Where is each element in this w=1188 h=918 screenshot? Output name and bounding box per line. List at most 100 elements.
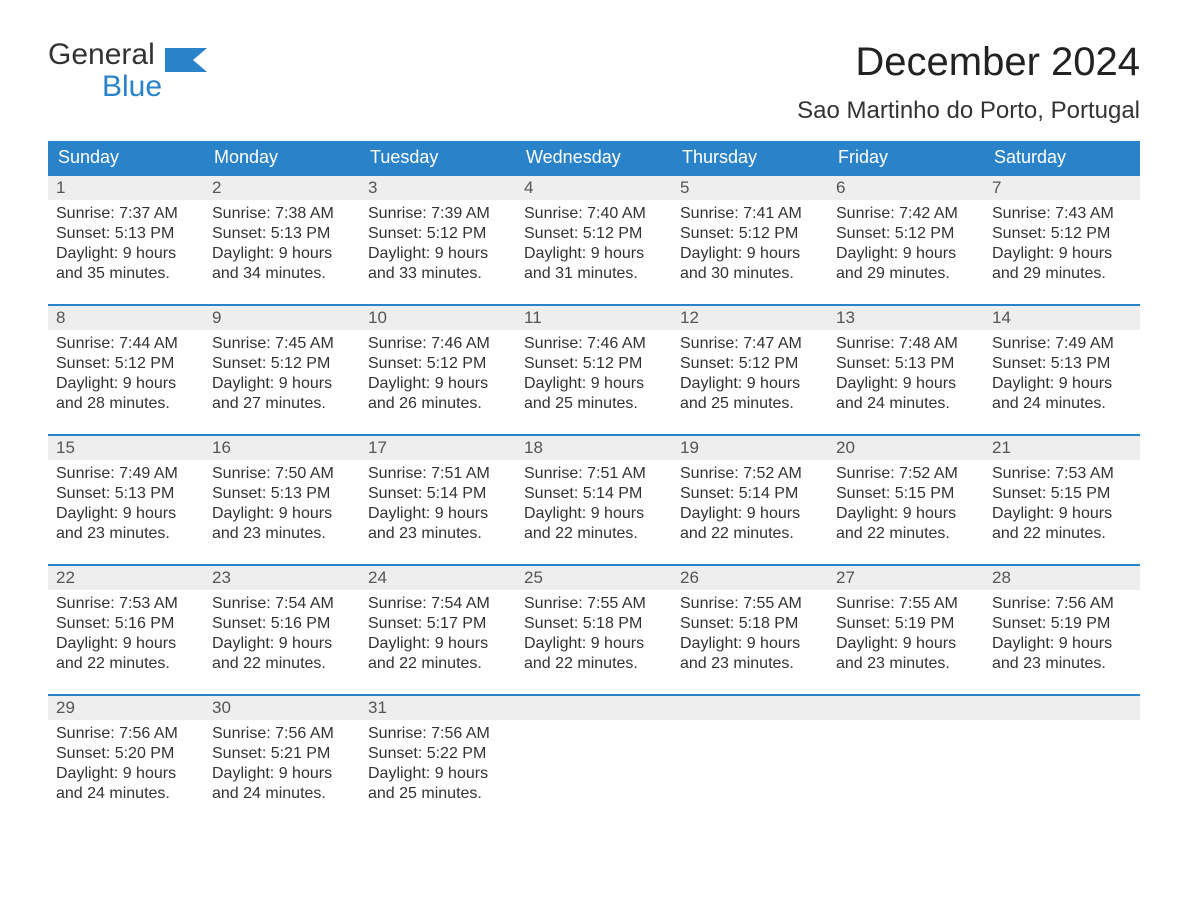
logo: General Blue <box>48 40 207 102</box>
sunset-line: Sunset: 5:18 PM <box>524 614 664 634</box>
day-cell: Sunrise: 7:54 AMSunset: 5:17 PMDaylight:… <box>360 590 516 694</box>
day-cell: Sunrise: 7:55 AMSunset: 5:18 PMDaylight:… <box>672 590 828 694</box>
date-number: 12 <box>672 306 828 330</box>
day-cell: Sunrise: 7:47 AMSunset: 5:12 PMDaylight:… <box>672 330 828 434</box>
date-number: 8 <box>48 306 204 330</box>
daylight-line: Daylight: 9 hours and 24 minutes. <box>836 374 976 414</box>
sunset-line: Sunset: 5:12 PM <box>56 354 196 374</box>
logo-flag-icon <box>165 46 207 72</box>
month-title: December 2024 <box>797 40 1140 85</box>
week-row: 1234567Sunrise: 7:37 AMSunset: 5:13 PMDa… <box>48 174 1140 304</box>
daylight-line: Daylight: 9 hours and 26 minutes. <box>368 374 508 414</box>
sunrise-line: Sunrise: 7:40 AM <box>524 204 664 224</box>
dow-monday: Monday <box>204 141 360 174</box>
date-number: 14 <box>984 306 1140 330</box>
day-cell: Sunrise: 7:49 AMSunset: 5:13 PMDaylight:… <box>48 460 204 564</box>
sunset-line: Sunset: 5:12 PM <box>212 354 352 374</box>
sunset-line: Sunset: 5:12 PM <box>368 224 508 244</box>
date-number: 28 <box>984 566 1140 590</box>
sunrise-line: Sunrise: 7:56 AM <box>56 724 196 744</box>
title-block: December 2024 Sao Martinho do Porto, Por… <box>797 40 1140 125</box>
date-number: 19 <box>672 436 828 460</box>
sunrise-line: Sunrise: 7:49 AM <box>992 334 1132 354</box>
sunset-line: Sunset: 5:13 PM <box>836 354 976 374</box>
day-cell: Sunrise: 7:46 AMSunset: 5:12 PMDaylight:… <box>360 330 516 434</box>
date-number: 9 <box>204 306 360 330</box>
day-cell: Sunrise: 7:51 AMSunset: 5:14 PMDaylight:… <box>516 460 672 564</box>
dow-friday: Friday <box>828 141 984 174</box>
date-number: 25 <box>516 566 672 590</box>
sunset-line: Sunset: 5:12 PM <box>992 224 1132 244</box>
dow-sunday: Sunday <box>48 141 204 174</box>
logo-word-2: Blue <box>48 70 162 103</box>
sunrise-line: Sunrise: 7:56 AM <box>368 724 508 744</box>
daylight-line: Daylight: 9 hours and 28 minutes. <box>56 374 196 414</box>
date-number: 20 <box>828 436 984 460</box>
sunset-line: Sunset: 5:19 PM <box>992 614 1132 634</box>
sunrise-line: Sunrise: 7:38 AM <box>212 204 352 224</box>
sunrise-line: Sunrise: 7:49 AM <box>56 464 196 484</box>
date-number: 22 <box>48 566 204 590</box>
sunset-line: Sunset: 5:19 PM <box>836 614 976 634</box>
sunrise-line: Sunrise: 7:47 AM <box>680 334 820 354</box>
date-number: 1 <box>48 176 204 200</box>
day-cell: Sunrise: 7:49 AMSunset: 5:13 PMDaylight:… <box>984 330 1140 434</box>
sunrise-line: Sunrise: 7:41 AM <box>680 204 820 224</box>
date-number: 7 <box>984 176 1140 200</box>
dow-tuesday: Tuesday <box>360 141 516 174</box>
daylight-line: Daylight: 9 hours and 23 minutes. <box>212 504 352 544</box>
day-cell: Sunrise: 7:54 AMSunset: 5:16 PMDaylight:… <box>204 590 360 694</box>
day-cell: Sunrise: 7:43 AMSunset: 5:12 PMDaylight:… <box>984 200 1140 304</box>
date-number-row: 293031 <box>48 696 1140 720</box>
sunrise-line: Sunrise: 7:52 AM <box>680 464 820 484</box>
sunset-line: Sunset: 5:21 PM <box>212 744 352 764</box>
day-cell: Sunrise: 7:56 AMSunset: 5:20 PMDaylight:… <box>48 720 204 824</box>
date-number: 4 <box>516 176 672 200</box>
date-number: 23 <box>204 566 360 590</box>
sunset-line: Sunset: 5:12 PM <box>524 224 664 244</box>
week-body-row: Sunrise: 7:53 AMSunset: 5:16 PMDaylight:… <box>48 590 1140 694</box>
sunset-line: Sunset: 5:13 PM <box>992 354 1132 374</box>
daylight-line: Daylight: 9 hours and 23 minutes. <box>992 634 1132 674</box>
date-number: 24 <box>360 566 516 590</box>
sunset-line: Sunset: 5:12 PM <box>368 354 508 374</box>
daylight-line: Daylight: 9 hours and 35 minutes. <box>56 244 196 284</box>
daylight-line: Daylight: 9 hours and 23 minutes. <box>368 504 508 544</box>
sunset-line: Sunset: 5:15 PM <box>992 484 1132 504</box>
location: Sao Martinho do Porto, Portugal <box>797 97 1140 125</box>
day-cell: Sunrise: 7:56 AMSunset: 5:21 PMDaylight:… <box>204 720 360 824</box>
daylight-line: Daylight: 9 hours and 24 minutes. <box>56 764 196 804</box>
week-row: 891011121314Sunrise: 7:44 AMSunset: 5:12… <box>48 304 1140 434</box>
sunset-line: Sunset: 5:12 PM <box>524 354 664 374</box>
daylight-line: Daylight: 9 hours and 22 minutes. <box>680 504 820 544</box>
sunrise-line: Sunrise: 7:46 AM <box>524 334 664 354</box>
sunset-line: Sunset: 5:18 PM <box>680 614 820 634</box>
date-number: 10 <box>360 306 516 330</box>
date-number-row: 22232425262728 <box>48 566 1140 590</box>
day-cell: Sunrise: 7:46 AMSunset: 5:12 PMDaylight:… <box>516 330 672 434</box>
sunrise-line: Sunrise: 7:53 AM <box>56 594 196 614</box>
date-number-row: 891011121314 <box>48 306 1140 330</box>
daylight-line: Daylight: 9 hours and 27 minutes. <box>212 374 352 414</box>
daylight-line: Daylight: 9 hours and 29 minutes. <box>992 244 1132 284</box>
sunset-line: Sunset: 5:13 PM <box>212 484 352 504</box>
day-cell: Sunrise: 7:51 AMSunset: 5:14 PMDaylight:… <box>360 460 516 564</box>
daylight-line: Daylight: 9 hours and 25 minutes. <box>680 374 820 414</box>
sunset-line: Sunset: 5:13 PM <box>212 224 352 244</box>
week-body-row: Sunrise: 7:56 AMSunset: 5:20 PMDaylight:… <box>48 720 1140 824</box>
day-cell: Sunrise: 7:56 AMSunset: 5:19 PMDaylight:… <box>984 590 1140 694</box>
daylight-line: Daylight: 9 hours and 23 minutes. <box>56 504 196 544</box>
day-cell: Sunrise: 7:52 AMSunset: 5:15 PMDaylight:… <box>828 460 984 564</box>
sunrise-line: Sunrise: 7:51 AM <box>524 464 664 484</box>
sunset-line: Sunset: 5:14 PM <box>524 484 664 504</box>
day-cell: Sunrise: 7:52 AMSunset: 5:14 PMDaylight:… <box>672 460 828 564</box>
week-row: 15161718192021Sunrise: 7:49 AMSunset: 5:… <box>48 434 1140 564</box>
sunrise-line: Sunrise: 7:55 AM <box>836 594 976 614</box>
daylight-line: Daylight: 9 hours and 24 minutes. <box>992 374 1132 414</box>
sunrise-line: Sunrise: 7:42 AM <box>836 204 976 224</box>
sunset-line: Sunset: 5:14 PM <box>680 484 820 504</box>
week-row: 22232425262728Sunrise: 7:53 AMSunset: 5:… <box>48 564 1140 694</box>
date-number: 6 <box>828 176 984 200</box>
date-number: 30 <box>204 696 360 720</box>
header: General Blue December 2024 Sao Martinho … <box>48 40 1140 125</box>
